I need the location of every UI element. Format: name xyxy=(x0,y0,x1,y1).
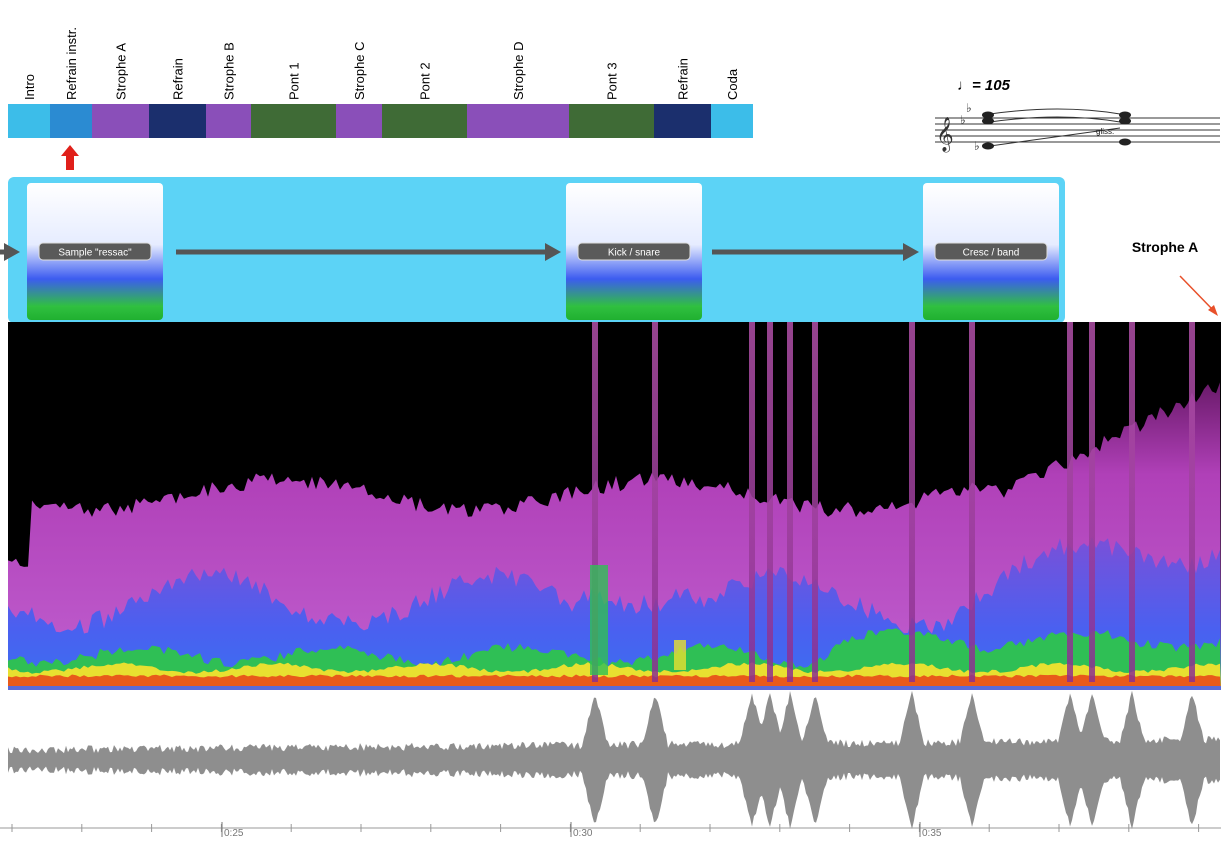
transient xyxy=(652,322,658,682)
transient xyxy=(909,322,915,682)
section-label: Strophe C xyxy=(352,41,367,100)
section-block xyxy=(382,104,467,138)
kick-region xyxy=(674,640,686,670)
time-label: 0:35 xyxy=(922,828,942,837)
transient xyxy=(749,322,755,682)
annotation-arrowhead xyxy=(1208,305,1218,316)
gliss-label: gliss. xyxy=(1096,127,1114,136)
red-up-arrow xyxy=(61,145,79,170)
section-block xyxy=(50,104,92,138)
transient xyxy=(767,322,773,682)
flow-arrowhead xyxy=(4,243,20,261)
transient xyxy=(1067,322,1073,682)
svg-text:♭: ♭ xyxy=(960,113,966,127)
section-block xyxy=(251,104,336,138)
clef: 𝄞 xyxy=(936,117,954,153)
section-label: Pont 1 xyxy=(287,62,302,100)
transient xyxy=(787,322,793,682)
section-label: Intro xyxy=(22,74,37,100)
section-block xyxy=(8,104,50,138)
time-label: 0:30 xyxy=(573,828,593,837)
spectrogram-floor xyxy=(8,686,1221,690)
notes: ♭♭♭ xyxy=(960,101,1131,153)
transient xyxy=(1129,322,1135,682)
transient xyxy=(1189,322,1195,682)
section-block xyxy=(336,104,382,138)
section-label: Refrain xyxy=(676,58,691,100)
spectrogram-band xyxy=(8,382,1221,690)
section-label: Refrain xyxy=(171,58,186,100)
section-block xyxy=(711,104,753,138)
transient xyxy=(812,322,818,682)
section-label: Strophe A xyxy=(114,43,129,100)
transient xyxy=(1089,322,1095,682)
event-label-bg xyxy=(577,242,691,261)
tempo: ♩= 105 xyxy=(957,77,1011,94)
section-block xyxy=(206,104,251,138)
flow-arrowhead xyxy=(545,243,561,261)
event-label-bg xyxy=(934,242,1048,261)
event-label-bg xyxy=(38,242,152,261)
section-label: Strophe D xyxy=(511,41,526,100)
section-block xyxy=(467,104,569,138)
section-block xyxy=(654,104,711,138)
annotation-arrow xyxy=(1179,275,1214,311)
section-block xyxy=(569,104,654,138)
section-label: Coda xyxy=(725,68,740,100)
annotation: Strophe A xyxy=(1132,239,1198,255)
transient xyxy=(592,322,598,682)
flow-arrowhead xyxy=(903,243,919,261)
svg-text:♭: ♭ xyxy=(966,101,972,115)
event-label: Kick / snare xyxy=(608,248,661,259)
section-label: Refrain instr. xyxy=(64,27,79,100)
section-block xyxy=(92,104,149,138)
section-block xyxy=(149,104,206,138)
kick-region xyxy=(590,565,608,675)
transient xyxy=(969,322,975,682)
time-label: 0:25 xyxy=(224,828,244,837)
staff xyxy=(935,108,1220,147)
section-label: Pont 2 xyxy=(418,62,433,100)
waveform xyxy=(8,690,1220,830)
event-label: Cresc / band xyxy=(963,248,1020,259)
section-label: Strophe B xyxy=(222,42,237,100)
svg-text:♭: ♭ xyxy=(974,139,980,153)
section-label: Pont 3 xyxy=(605,62,620,100)
event-label: Sample "ressac" xyxy=(58,248,132,259)
